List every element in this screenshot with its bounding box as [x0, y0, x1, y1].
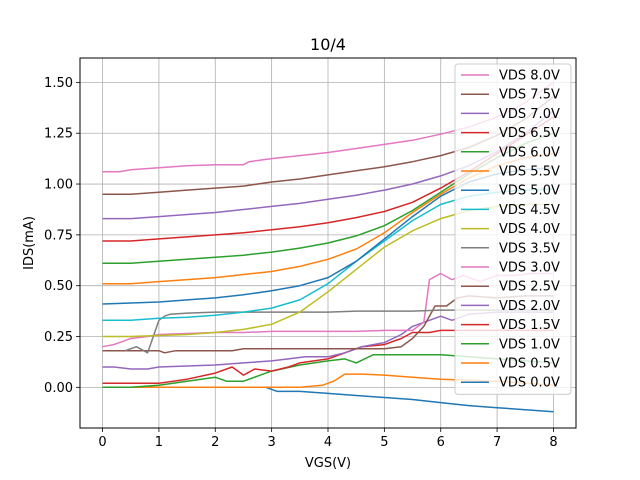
x-tick-label: 1 — [155, 435, 163, 450]
x-tick-label: 6 — [437, 435, 445, 450]
y-tick-label: 1.25 — [44, 127, 73, 142]
x-tick-label: 0 — [98, 435, 106, 450]
series-line-1.5 — [102, 329, 554, 385]
chart-title: 10/4 — [310, 35, 346, 54]
x-tick-label: 7 — [493, 435, 501, 450]
x-tick-label: 5 — [380, 435, 388, 450]
legend-label: VDS 8.0V — [499, 69, 560, 84]
y-tick-label: 1.50 — [44, 76, 73, 91]
y-tick-label: 0.75 — [44, 228, 73, 243]
x-tick-label: 4 — [324, 435, 332, 450]
legend-label: VDS 3.5V — [499, 241, 560, 256]
axis-ticks: 0 1 2 3 4 5 6 7 8 0.00 0.25 0.50 0.75 1.00 1.25 1.50 — [44, 76, 558, 450]
y-tick-label: 0.50 — [44, 279, 73, 294]
legend-label: VDS 1.5V — [499, 318, 560, 333]
legend-label: VDS 5.0V — [499, 184, 560, 199]
legend: VDS 8.0V VDS 7.5V VDS 7.0V VDS 6.5V VDS 6.0V… — [454, 63, 572, 395]
legend-label: VDS 4.0V — [499, 222, 560, 237]
legend-label: VDS 7.0V — [499, 107, 560, 122]
y-axis-label: IDS(mA) — [22, 216, 37, 270]
legend-label: VDS 7.5V — [499, 88, 560, 103]
y-tick-label: 0.00 — [44, 381, 73, 396]
y-tick-label: 1.00 — [44, 178, 73, 193]
y-tick-label: 0.25 — [44, 330, 73, 345]
legend-label: VDS 6.0V — [499, 145, 560, 160]
legend-box — [454, 63, 572, 395]
legend-label: VDS 0.5V — [499, 357, 560, 372]
legend-label: VDS 2.5V — [499, 280, 560, 295]
x-tick-label: 8 — [549, 435, 557, 450]
legend-label: VDS 1.0V — [499, 337, 560, 352]
legend-label: VDS 5.5V — [499, 165, 560, 180]
x-axis-label: VGS(V) — [305, 456, 351, 471]
legend-label: VDS 4.5V — [499, 203, 560, 218]
legend-label: VDS 6.5V — [499, 126, 560, 141]
legend-label: VDS 2.0V — [499, 299, 560, 314]
legend-label: VDS 3.0V — [499, 261, 560, 276]
legend-label: VDS 0.0V — [499, 376, 560, 391]
x-tick-label: 3 — [267, 435, 275, 450]
x-tick-label: 2 — [211, 435, 219, 450]
